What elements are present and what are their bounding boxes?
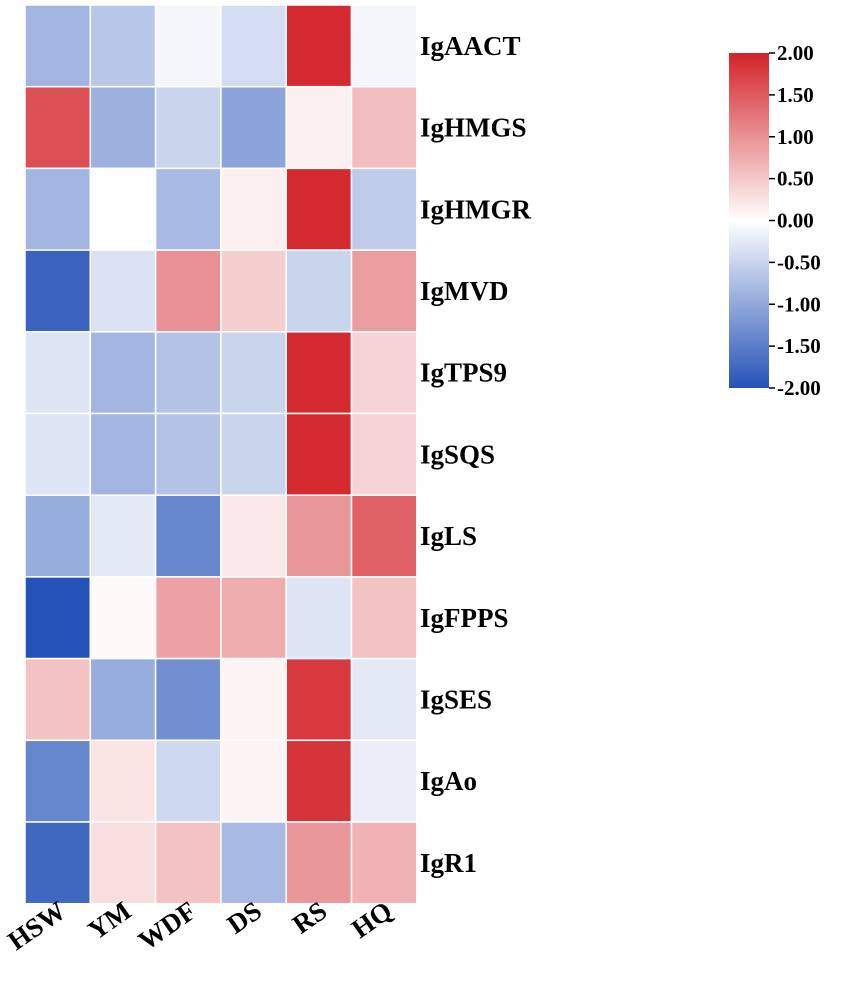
heatmap-cell-IgAo-WDF: [156, 740, 221, 822]
heatmap-cell-IgSES-RS: [286, 659, 351, 741]
heatmap-cell-IgTPS9-HQ: [352, 332, 417, 414]
heatmap-cell-IgAo-HQ: [352, 740, 417, 822]
heatmap-cell-IgSQS-HSW: [25, 414, 90, 496]
heatmap-cell-IgR1-RS: [286, 822, 351, 904]
heatmap-cell-IgMVD-HSW: [25, 250, 90, 332]
heatmap-cell-IgHMGS-YM: [90, 87, 155, 169]
colorbar-tick-label: 2.00: [777, 41, 814, 65]
heatmap-cell-IgSQS-HQ: [352, 414, 417, 496]
heatmap-cell-IgFPPS-YM: [90, 577, 155, 659]
row-label-IgSES: IgSES: [420, 684, 492, 714]
heatmap-cell-IgHMGR-YM: [90, 168, 155, 250]
row-label-IgTPS9: IgTPS9: [420, 358, 507, 388]
row-label-IgHMGS: IgHMGS: [420, 113, 527, 143]
heatmap-cell-IgAACT-HSW: [25, 5, 90, 87]
row-label-IgSQS: IgSQS: [420, 439, 495, 469]
heatmap-cell-IgSQS-YM: [90, 414, 155, 496]
heatmap-cell-IgMVD-DS: [221, 250, 286, 332]
heatmap-cell-IgHMGR-HQ: [352, 168, 417, 250]
colorbar-gradient: [729, 53, 769, 388]
heatmap-cell-IgSQS-RS: [286, 414, 351, 496]
heatmap-cell-IgAACT-RS: [286, 5, 351, 87]
heatmap-cell-IgTPS9-RS: [286, 332, 351, 414]
colorbar-tick-label: 0.50: [777, 167, 814, 191]
heatmap-cell-IgHMGS-WDF: [156, 87, 221, 169]
heatmap-cell-IgR1-HSW: [25, 822, 90, 904]
heatmap-cell-IgLS-HSW: [25, 495, 90, 577]
heatmap-cell-IgFPPS-WDF: [156, 577, 221, 659]
heatmap-cell-IgLS-RS: [286, 495, 351, 577]
heatmap-cell-IgHMGS-HSW: [25, 87, 90, 169]
heatmap-cell-IgR1-YM: [90, 822, 155, 904]
row-label-IgR1: IgR1: [420, 848, 477, 878]
heatmap-cell-IgTPS9-YM: [90, 332, 155, 414]
colorbar: 2.00 1.50 1.00 0.50 0.00 -0.50 -1.00 -1.50 -2.00: [729, 41, 821, 400]
heatmap-cell-IgR1-HQ: [352, 822, 417, 904]
heatmap-cell-IgSQS-WDF: [156, 414, 221, 496]
colorbar-tick-label: -1.00: [777, 292, 821, 316]
heatmap-cell-IgSES-HQ: [352, 659, 417, 741]
heatmap-cell-IgHMGR-DS: [221, 168, 286, 250]
heatmap-cell-IgR1-WDF: [156, 822, 221, 904]
colorbar-tick-label: 1.00: [777, 125, 814, 149]
heatmap-cell-IgHMGR-WDF: [156, 168, 221, 250]
heatmap-cell-IgAo-DS: [221, 740, 286, 822]
heatmap-cell-IgAo-YM: [90, 740, 155, 822]
colorbar-tick-label: -2.00: [777, 376, 821, 400]
row-labels: IgAACT IgHMGS IgHMGR IgMVD IgTPS9 IgSQS IgLS Ig…: [420, 31, 531, 878]
heatmap-cell-IgSES-WDF: [156, 659, 221, 741]
row-label-IgAACT: IgAACT: [420, 31, 521, 61]
colorbar-tick-label: 1.50: [777, 83, 814, 107]
heatmap-cell-IgHMGS-HQ: [352, 87, 417, 169]
heatmap-cell-IgHMGS-RS: [286, 87, 351, 169]
colorbar-tick-label: -0.50: [777, 250, 821, 274]
heatmap-cell-IgSES-HSW: [25, 659, 90, 741]
heatmap-cell-IgLS-YM: [90, 495, 155, 577]
heatmap-cell-IgTPS9-WDF: [156, 332, 221, 414]
heatmap-cell-IgAACT-YM: [90, 5, 155, 87]
heatmap-cell-IgAACT-DS: [221, 5, 286, 87]
heatmap-cell-IgMVD-RS: [286, 250, 351, 332]
heatmap-cell-IgFPPS-DS: [221, 577, 286, 659]
heatmap-cell-IgAo-RS: [286, 740, 351, 822]
heatmap-cell-IgHMGS-DS: [221, 87, 286, 169]
colorbar-tick-label: -1.50: [777, 334, 821, 358]
heatmap-cell-IgFPPS-HQ: [352, 577, 417, 659]
heatmap-cell-IgSES-YM: [90, 659, 155, 741]
heatmap-cell-IgMVD-WDF: [156, 250, 221, 332]
heatmap-cell-IgLS-HQ: [352, 495, 417, 577]
heatmap-cell-IgHMGR-HSW: [25, 168, 90, 250]
row-label-IgLS: IgLS: [420, 521, 477, 551]
heatmap-cell-IgHMGR-RS: [286, 168, 351, 250]
heatmap-cell-IgTPS9-DS: [221, 332, 286, 414]
heatmap-cell-IgTPS9-HSW: [25, 332, 90, 414]
heatmap-cell-IgLS-DS: [221, 495, 286, 577]
heatmap-cell-IgAACT-HQ: [352, 5, 417, 87]
heatmap-cell-IgLS-WDF: [156, 495, 221, 577]
heatmap-cell-IgR1-DS: [221, 822, 286, 904]
heatmap-cell-IgSES-DS: [221, 659, 286, 741]
heatmap-cell-IgFPPS-HSW: [25, 577, 90, 659]
heatmap-cell-IgMVD-HQ: [352, 250, 417, 332]
heatmap-cell-IgMVD-YM: [90, 250, 155, 332]
row-label-IgFPPS: IgFPPS: [420, 603, 509, 633]
heatmap-cell-IgFPPS-RS: [286, 577, 351, 659]
heatmap-cell-IgSQS-DS: [221, 414, 286, 496]
colorbar-tick-label: 0.00: [777, 209, 814, 233]
row-label-IgAo: IgAo: [420, 766, 477, 796]
heatmap-cells: [25, 5, 417, 904]
row-label-IgMVD: IgMVD: [420, 276, 509, 306]
heatmap-cell-IgAACT-WDF: [156, 5, 221, 87]
row-label-IgHMGR: IgHMGR: [420, 194, 531, 224]
heatmap-cell-IgAo-HSW: [25, 740, 90, 822]
